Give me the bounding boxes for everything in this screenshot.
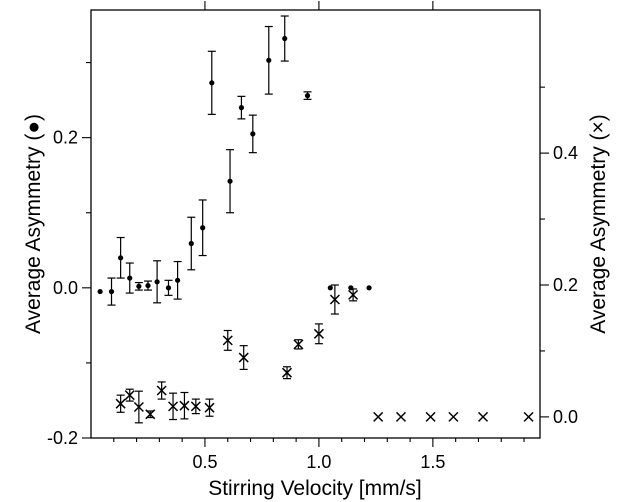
data-point-cross bbox=[222, 335, 233, 346]
data-point-dot bbox=[188, 240, 194, 247]
cross-stroke bbox=[523, 411, 534, 422]
y-right-tick-label: 0.0 bbox=[553, 407, 578, 427]
data-point-dot bbox=[175, 277, 181, 283]
data-point-dot bbox=[327, 285, 333, 291]
cross-stroke bbox=[115, 398, 126, 409]
data-point-dot bbox=[250, 131, 256, 137]
data-point-cross bbox=[190, 401, 201, 412]
data-point-cross bbox=[168, 401, 179, 412]
cross-stroke bbox=[133, 401, 144, 413]
data-point-cross bbox=[395, 411, 406, 422]
data-point-dot bbox=[304, 93, 311, 99]
data-point-dot bbox=[127, 275, 133, 281]
data-point-cross bbox=[133, 401, 144, 413]
x-tick-label: 0.5 bbox=[192, 452, 217, 472]
cross-stroke bbox=[329, 294, 340, 305]
x-axis-label: Stirring Velocity [mm/s] bbox=[208, 477, 422, 500]
data-point-dot bbox=[118, 255, 124, 261]
cross-stroke bbox=[477, 411, 489, 422]
data-point-cross bbox=[115, 398, 126, 409]
cross-stroke bbox=[222, 335, 233, 346]
cross-stroke bbox=[348, 289, 359, 300]
cross-stroke bbox=[124, 390, 135, 401]
cross-stroke bbox=[156, 385, 167, 396]
cross-stroke bbox=[293, 339, 304, 350]
y-axis-label-left: Average Asymmetry (●) bbox=[22, 114, 45, 334]
data-point-dot bbox=[200, 225, 206, 231]
cross-stroke bbox=[238, 352, 249, 363]
data-point-dot bbox=[227, 178, 233, 184]
data-point-dot bbox=[209, 80, 215, 86]
data-point-dot bbox=[108, 288, 115, 295]
data-point-dot bbox=[145, 282, 151, 289]
cross-stroke bbox=[145, 409, 156, 420]
data-point-cross bbox=[373, 411, 384, 422]
data-point-cross bbox=[293, 339, 304, 350]
y-left-tick-label: 0.2 bbox=[53, 128, 78, 148]
data-point-cross bbox=[238, 352, 249, 363]
data-point-cross bbox=[313, 328, 324, 339]
data-point-cross bbox=[281, 367, 293, 378]
data-point-cross bbox=[145, 409, 156, 420]
data-point-cross bbox=[124, 390, 135, 401]
data-point-dot bbox=[136, 283, 142, 289]
cross-stroke bbox=[190, 401, 201, 412]
y-axis-label-right: Average Asymmetry (×) bbox=[587, 114, 610, 334]
data-point-dot bbox=[165, 285, 172, 291]
data-point-dot bbox=[266, 57, 272, 63]
data-point-cross bbox=[348, 289, 359, 300]
ticks: 0.5 1.0 1.5 -0.2 0.0 0.2 0.0 0.2 0.4 bbox=[47, 1, 578, 472]
data-point-cross bbox=[477, 411, 489, 422]
data-point-cross bbox=[425, 411, 436, 422]
data-point-dot bbox=[282, 35, 288, 42]
x-tick-label: 1.5 bbox=[420, 452, 445, 472]
data-point-cross bbox=[204, 402, 215, 413]
cross-stroke bbox=[168, 401, 179, 412]
y-left-tick-label: 0.0 bbox=[53, 278, 78, 298]
cross-stroke bbox=[179, 400, 190, 411]
plot-frame bbox=[90, 9, 541, 439]
cross-stroke bbox=[448, 411, 459, 422]
data-point-dot bbox=[97, 288, 103, 295]
cross-stroke bbox=[425, 411, 436, 422]
cross-stroke bbox=[204, 402, 215, 413]
data-point-dot bbox=[366, 285, 372, 291]
data-point-dot bbox=[154, 279, 160, 285]
data-marks bbox=[97, 15, 534, 424]
cross-stroke bbox=[395, 411, 406, 422]
data-point-cross bbox=[523, 411, 534, 422]
data-point-dot bbox=[238, 105, 245, 111]
y-left-tick-label: -0.2 bbox=[47, 428, 78, 448]
y-right-tick-label: 0.2 bbox=[553, 275, 578, 295]
cross-stroke bbox=[281, 367, 293, 378]
data-point-cross bbox=[448, 411, 459, 422]
data-point-cross bbox=[156, 385, 167, 396]
data-point-cross bbox=[329, 294, 340, 305]
cross-stroke bbox=[373, 411, 384, 422]
x-tick-label: 1.0 bbox=[306, 452, 331, 472]
y-right-tick-label: 0.4 bbox=[553, 143, 578, 163]
cross-stroke bbox=[313, 328, 324, 339]
data-point-cross bbox=[179, 400, 190, 411]
